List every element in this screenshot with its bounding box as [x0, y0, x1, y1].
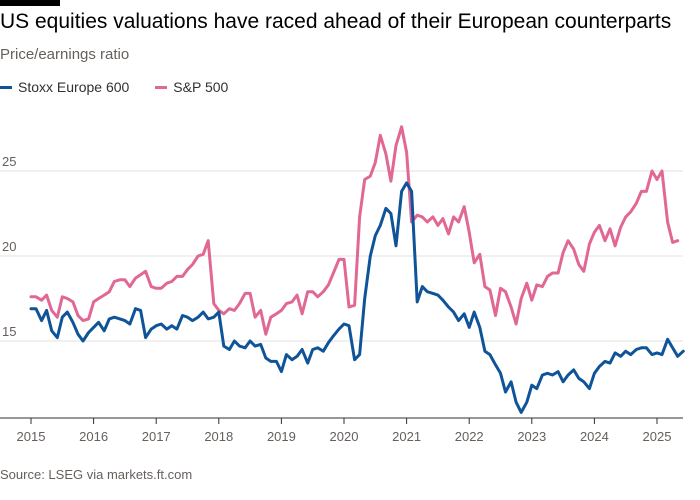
x-tick-label-2015: 2015: [17, 429, 46, 444]
x-tick-label-2024: 2024: [580, 429, 609, 444]
legend-label-sp500: S&P 500: [173, 79, 229, 95]
x-tick-label-2023: 2023: [517, 429, 546, 444]
y-tick-label-25: 25: [2, 154, 16, 169]
y-tick-label-15: 15: [2, 324, 16, 339]
x-axis: 2015 2016 2017 2018 2019 2020 2021 2022 2023 2024…: [0, 417, 683, 444]
series-lines: [29, 125, 685, 414]
x-tick-label-2021: 2021: [392, 429, 421, 444]
series-line-stoxx-europe-600: [29, 181, 685, 414]
gridlines: [0, 170, 683, 342]
x-tick-label-2020: 2020: [330, 429, 359, 444]
legend-swatch-sp500: [155, 85, 168, 89]
brand-top-bar: [0, 0, 60, 6]
chart-legend: Stoxx Europe 600 S&P 500: [0, 79, 254, 95]
chart-subtitle: Price/earnings ratio: [0, 46, 130, 63]
series-line-sp500: [29, 125, 680, 336]
y-tick-label-20: 20: [2, 239, 16, 254]
legend-label-stoxx: Stoxx Europe 600: [18, 79, 130, 95]
x-tick-label-2017: 2017: [142, 429, 171, 444]
x-tick-label-2018: 2018: [204, 429, 233, 444]
legend-item-sp500[interactable]: S&P 500: [155, 79, 228, 95]
legend-item-stoxx[interactable]: Stoxx Europe 600: [0, 79, 129, 95]
x-tick-label-2016: 2016: [79, 429, 108, 444]
chart-title: US equities valuations have raced ahead …: [0, 10, 672, 33]
source-note: Source: LSEG via markets.ft.com: [0, 467, 193, 482]
x-tick-label-2019: 2019: [267, 429, 296, 444]
legend-swatch-stoxx: [0, 85, 12, 89]
y-axis-labels: 15 20 25: [2, 154, 16, 339]
x-tick-label-2025: 2025: [643, 429, 672, 444]
x-tick-label-2022: 2022: [455, 429, 484, 444]
